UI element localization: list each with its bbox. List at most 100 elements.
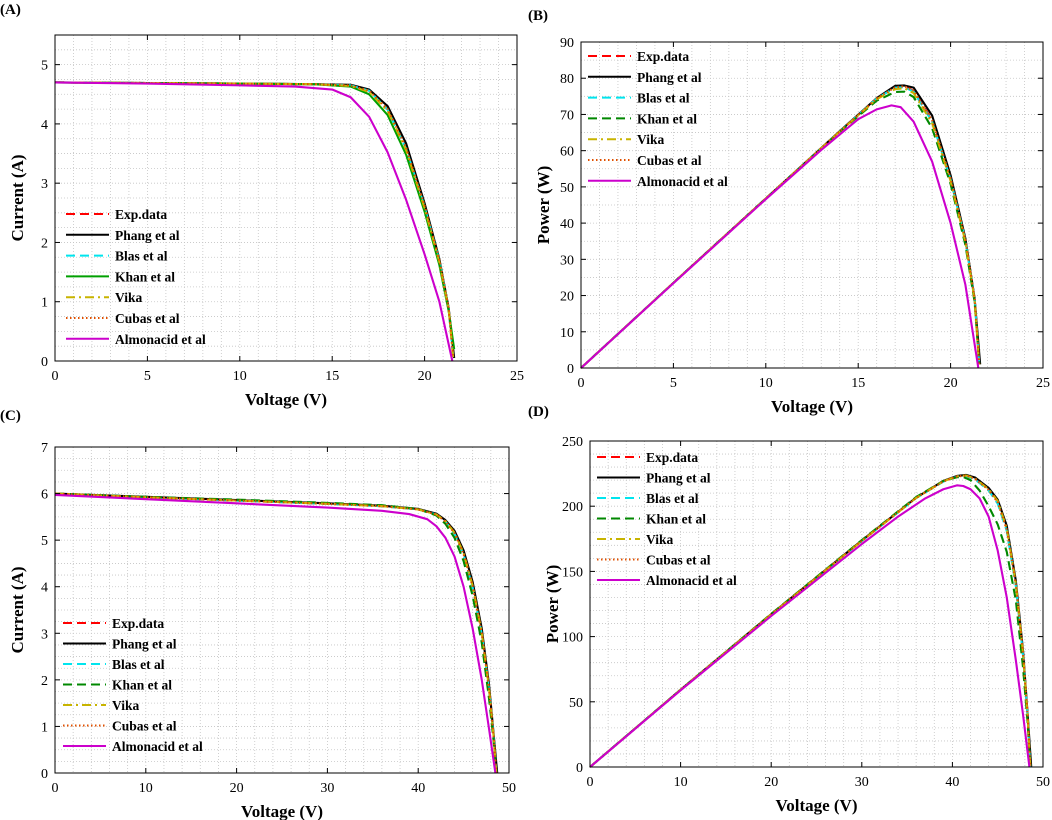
y-tick-label: 5	[41, 534, 48, 549]
x-tick-label: 50	[502, 781, 516, 796]
legend-label: Khan et al	[112, 678, 172, 693]
y-tick-label: 150	[562, 565, 583, 580]
legend-label: Khan et al	[646, 512, 706, 527]
x-tick-label: 10	[233, 369, 247, 384]
legend-label: Blas et al	[112, 657, 165, 672]
legend-label: Exp.data	[637, 49, 689, 64]
series-group	[580, 84, 982, 369]
panel-label: (A)	[0, 2, 21, 18]
y-tick-label: 1	[41, 296, 48, 311]
x-axis-title: Voltage (V)	[241, 802, 323, 820]
x-tick-label: 0	[52, 781, 59, 796]
series-line-cubas-et-al	[580, 85, 981, 369]
y-tick-label: 20	[560, 290, 574, 305]
legend-label: Khan et al	[115, 269, 175, 284]
y-tick-label: 50	[569, 696, 583, 711]
series-line-blas-et-al	[580, 86, 981, 369]
legend-label: Exp.data	[115, 207, 167, 222]
tick-group: 0 10 20 30 40 50 0 1 2 3 4 5 6 7	[41, 441, 516, 796]
legend-label: Blas et al	[637, 91, 690, 106]
x-tick-label: 30	[855, 775, 869, 790]
y-tick-label: 0	[567, 362, 574, 377]
series-line-phang-et-al	[580, 84, 982, 369]
series-line-khan-et-al	[589, 475, 1032, 768]
y-tick-label: 0	[41, 355, 48, 370]
y-tick-label: 6	[41, 488, 48, 503]
plot-frame	[54, 34, 518, 362]
x-tick-label: 5	[670, 376, 677, 391]
y-tick-label: 3	[41, 627, 48, 642]
y-axis-title: Power (W)	[534, 166, 553, 245]
legend-label: Blas et al	[646, 491, 699, 506]
grid	[54, 446, 510, 774]
y-axis-title: Current (A)	[8, 154, 27, 241]
legend-label: Almonacid et al	[637, 174, 728, 189]
x-tick-label: 0	[578, 376, 585, 391]
grid	[589, 440, 1044, 768]
panel-label: (B)	[528, 8, 548, 24]
y-tick-label: 60	[560, 145, 574, 160]
y-tick-label: 10	[560, 326, 574, 341]
x-axis-title: Voltage (V)	[771, 397, 853, 416]
y-tick-label: 0	[576, 761, 583, 776]
series-group	[589, 473, 1033, 768]
x-tick-label: 0	[587, 775, 594, 790]
y-tick-label: 50	[560, 181, 574, 196]
x-axis-title: Voltage (V)	[245, 390, 327, 409]
legend-label: Phang et al	[646, 471, 711, 486]
tick-group: 0 5 10 15 20 25 0 1 2 3 4 5	[41, 35, 524, 384]
y-axis-title: Power (W)	[543, 565, 562, 644]
legend: Exp.data Phang et al Blas et al Khan et al V…	[597, 450, 737, 588]
legend-label: Cubas et al	[637, 153, 702, 168]
y-tick-label: 90	[560, 36, 574, 51]
y-tick-label: 5	[41, 59, 48, 74]
y-tick-label: 30	[560, 253, 574, 268]
panel-a: (A) 0 5 10 15 20 25 0 1 2 3 4 5 Voltage (V) Current…	[0, 2, 524, 409]
x-tick-label: 40	[945, 775, 959, 790]
x-tick-label: 5	[144, 369, 151, 384]
legend-label: Exp.data	[646, 450, 698, 465]
legend-label: Blas et al	[115, 249, 168, 264]
legend: Exp.data Phang et al Blas et al Khan et al V…	[63, 616, 203, 754]
series-line-almonacid-et-al	[54, 81, 454, 362]
legend-label: Vika	[112, 698, 140, 713]
legend-label: Cubas et al	[115, 311, 180, 326]
series-group	[54, 81, 456, 362]
series-line-almonacid-et-al	[54, 493, 497, 774]
x-tick-label: 20	[418, 369, 432, 384]
panel-label: (D)	[528, 404, 549, 420]
x-tick-label: 10	[759, 376, 773, 391]
y-tick-label: 3	[41, 177, 48, 192]
x-tick-label: 15	[851, 376, 865, 391]
legend-label: Almonacid et al	[646, 573, 737, 588]
tick-group: 0 5 10 15 20 25 0 10 20 30 40 50 60 70 80 90	[560, 36, 1050, 391]
x-tick-label: 15	[325, 369, 339, 384]
legend-label: Almonacid et al	[112, 739, 203, 754]
series-line-cubas-et-al	[589, 474, 1032, 768]
y-tick-label: 4	[41, 118, 48, 133]
x-tick-label: 40	[411, 781, 425, 796]
legend: Exp.data Phang et al Blas et al Khan et al V…	[588, 49, 728, 189]
series-line-vika	[589, 474, 1032, 768]
legend-label: Phang et al	[637, 70, 702, 85]
series-line-cubas-et-al	[54, 492, 498, 774]
x-tick-label: 25	[510, 369, 524, 384]
series-line-vika	[580, 87, 981, 369]
y-tick-label: 100	[562, 631, 583, 646]
x-tick-label: 10	[674, 775, 688, 790]
panel-c: (C) 0 10 20 30 40 50 0 1 2 3 4 5 6 7 Voltage (V) Curr…	[0, 408, 516, 820]
y-tick-label: 4	[41, 581, 48, 596]
legend-label: Cubas et al	[112, 719, 177, 734]
legend-label: Vika	[637, 132, 665, 147]
x-tick-label: 25	[1036, 376, 1050, 391]
x-tick-label: 20	[764, 775, 778, 790]
y-axis-title: Current (A)	[8, 566, 27, 653]
legend-label: Phang et al	[112, 637, 177, 652]
series-group	[54, 492, 499, 774]
x-axis-title: Voltage (V)	[776, 796, 858, 815]
legend-label: Exp.data	[112, 616, 164, 631]
panel-b: (B) 0 5 10 15 20 25 0 10 20 30 40 50 60 70 80 90 Voltag…	[528, 8, 1050, 416]
y-tick-label: 200	[562, 500, 583, 515]
plot-frame	[580, 41, 1044, 369]
